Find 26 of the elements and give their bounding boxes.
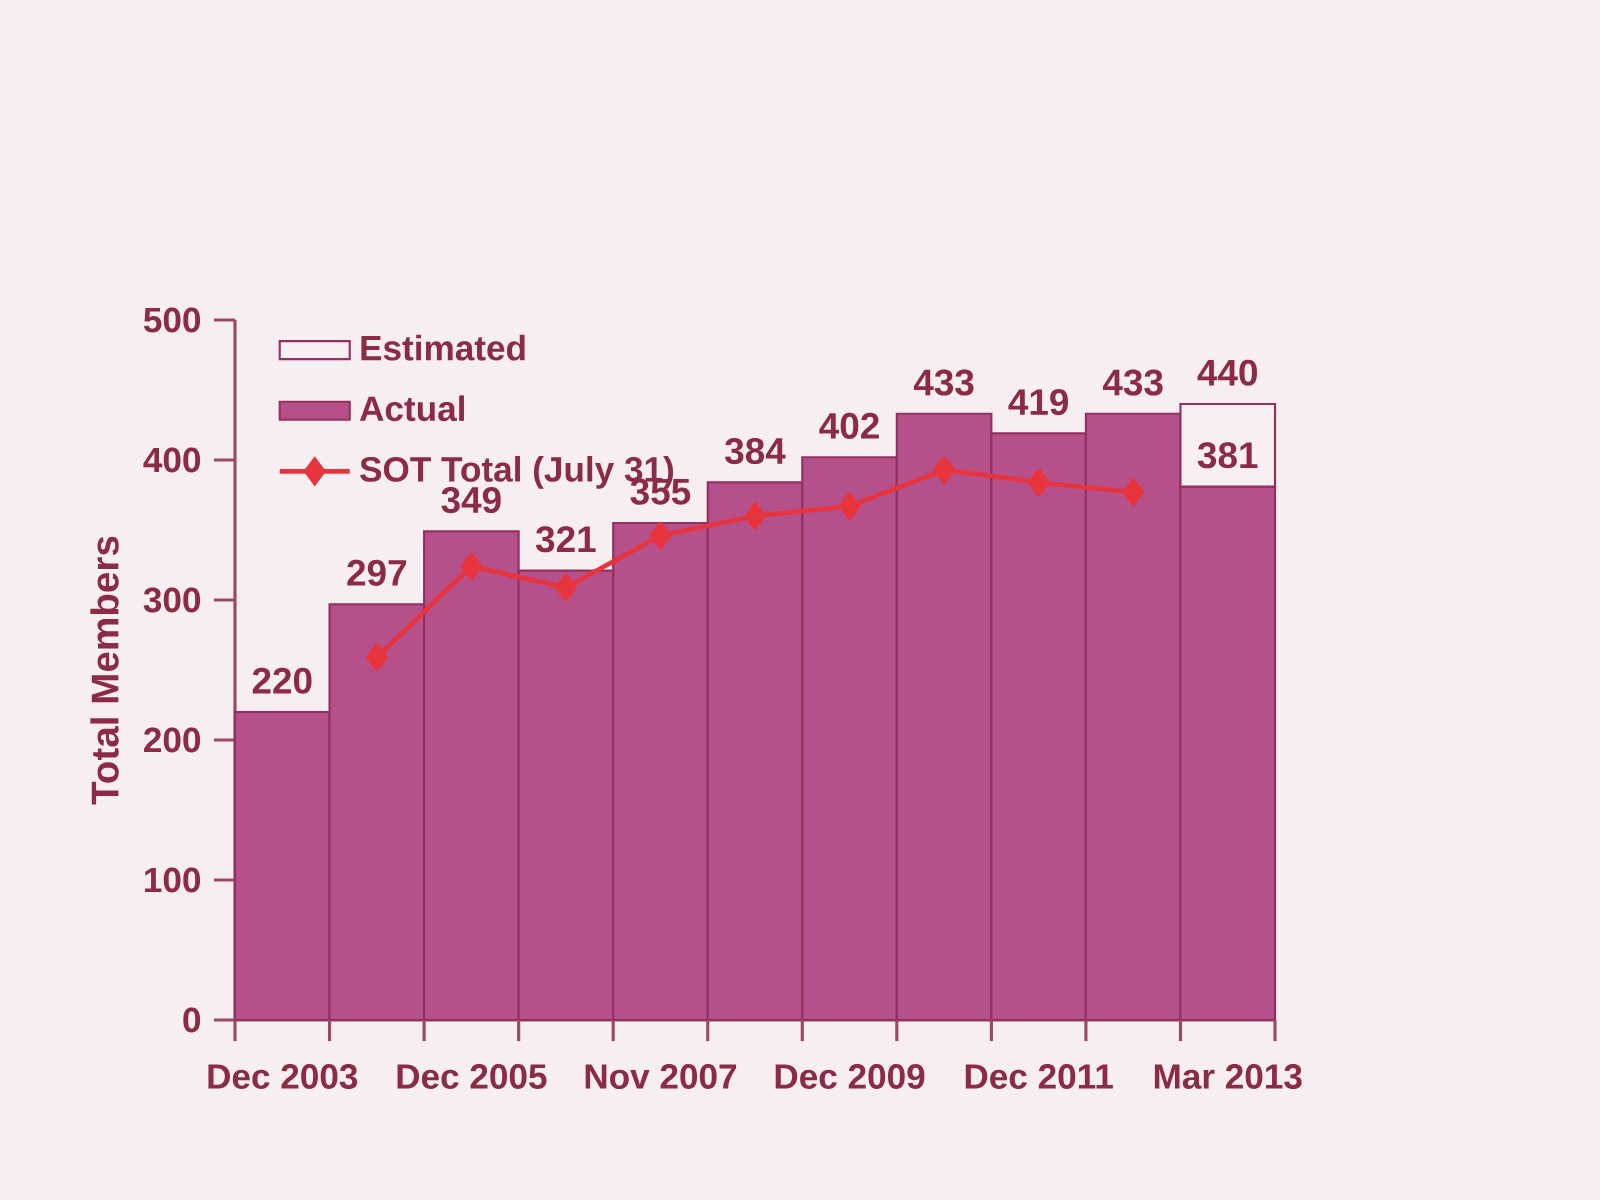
data-label: 433 (1102, 369, 1163, 396)
x-tick-label: Mar 2013 (1154, 1064, 1302, 1089)
legend-label: Estimated (361, 334, 525, 361)
x-tick-label: Dec 2005 (397, 1064, 547, 1089)
y-tick-label: 400 (143, 447, 201, 473)
data-label: 321 (535, 526, 596, 553)
total-label: 440 (1197, 359, 1258, 386)
y-tick-label: 300 (143, 587, 201, 613)
data-label: 349 (441, 486, 501, 514)
y-tick-label: 100 (145, 867, 201, 893)
x-tick-label: Dec 2009 (775, 1064, 925, 1089)
x-tick-label: Nov 2007 (585, 1064, 737, 1089)
legend-label: Actual (359, 395, 464, 422)
data-label: 433 (913, 369, 974, 396)
data-label: 384 (725, 437, 786, 465)
data-label: 220 (252, 667, 312, 694)
y-tick-label: 200 (144, 727, 201, 753)
data-label: 419 (1008, 389, 1069, 416)
data-label: 297 (347, 559, 406, 586)
data-label: 402 (819, 412, 879, 439)
x-tick-label: Dec 2003 (208, 1064, 358, 1089)
x-tick-label: Dec 2011 (965, 1064, 1113, 1089)
data-label: 381 (1197, 442, 1258, 469)
y-tick-label: 500 (143, 307, 201, 333)
y-tick-label: 0 (183, 1007, 201, 1033)
y-axis-title: Total Members (90, 536, 119, 805)
